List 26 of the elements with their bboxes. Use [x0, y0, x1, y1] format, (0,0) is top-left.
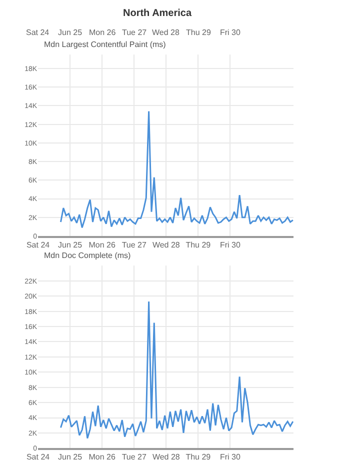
x-tick-label: Tue 27: [122, 452, 147, 462]
x2-tick-label: Wed 28: [152, 28, 180, 37]
chart-title: North America: [123, 8, 192, 19]
x2-tick-label: Sat 24: [26, 28, 50, 37]
x-tick-label: Fri 30: [220, 240, 241, 250]
x2-tick-label: Fri 30: [220, 28, 241, 37]
x-tick-label: Thu 29: [186, 452, 212, 462]
x-tick-label: Jun 25: [58, 452, 83, 462]
x2-tick-label: Jun 25: [58, 28, 83, 37]
x2-tick-label: Tue 27: [122, 28, 148, 37]
x-tick-label: Fri 30: [220, 452, 241, 462]
x-tick-label: Mon 26: [88, 452, 116, 462]
x-tick-label: Sat 24: [26, 452, 50, 462]
y-axis-title: Mdn Doc Complete (ms): [44, 251, 132, 260]
x-tick-label: Tue 27: [122, 240, 147, 250]
x-tick-label: Jun 25: [58, 240, 83, 250]
x-tick-label: Wed 28: [152, 240, 180, 250]
x2-tick-label: Thu 29: [186, 28, 212, 37]
y-axis-title: Mdn Largest Contentful Paint (ms): [44, 40, 166, 49]
line-series: [60, 110, 294, 228]
x-tick-label: Mon 26: [88, 240, 116, 250]
line-series: [60, 300, 294, 440]
x-tick-label: Sat 24: [26, 240, 50, 250]
x-tick-label: Thu 29: [186, 240, 212, 250]
x-tick-label: Wed 28: [152, 452, 180, 462]
x2-tick-label: Mon 26: [89, 28, 116, 37]
